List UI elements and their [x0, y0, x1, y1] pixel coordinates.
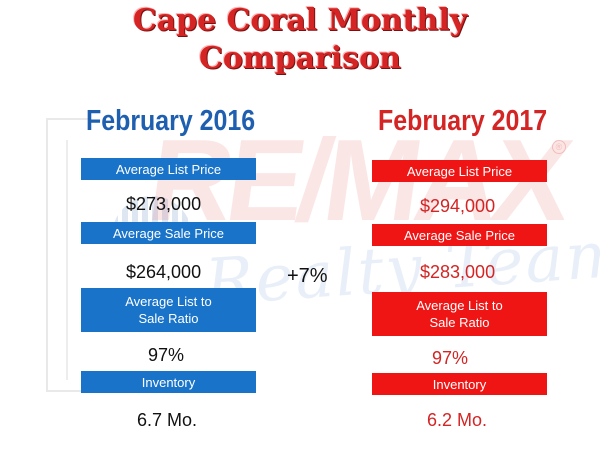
heading-february-2017: February 2017: [378, 105, 548, 137]
left-avg-sale-value: $264,000: [126, 262, 202, 282]
right-avg-list-value: $294,000: [420, 196, 496, 216]
right-ratio-label: Average List to Sale Ratio: [372, 292, 547, 336]
left-inventory-label: Inventory: [81, 371, 256, 393]
left-ratio-value: 97%: [148, 345, 185, 365]
title-line-1: Cape Coral Monthly: [132, 3, 468, 38]
right-ratio-label-line-2: Sale Ratio: [429, 315, 490, 330]
left-ratio-label: Average List to Sale Ratio: [81, 288, 256, 332]
right-ratio-value: 97%: [432, 348, 469, 368]
change-percent: +7%: [287, 265, 328, 287]
right-avg-list-label: Average List Price: [372, 160, 547, 182]
title-line-2: Comparison: [199, 41, 401, 76]
heading-february-2016: February 2016: [86, 105, 256, 137]
left-inventory-value: 6.7 Mo.: [137, 410, 198, 430]
left-avg-list-label: Average List Price: [81, 158, 256, 180]
watermark-registered-mark: ®: [552, 140, 566, 154]
right-inventory-value: 6.2 Mo.: [427, 410, 488, 430]
right-avg-sale-label: Average Sale Price: [372, 224, 547, 246]
left-ratio-label-line-1: Average List to: [125, 294, 212, 309]
right-ratio-label-line-1: Average List to: [416, 298, 503, 313]
right-inventory-label: Inventory: [372, 373, 547, 395]
left-avg-list-value: $273,000: [126, 194, 202, 214]
watermark-house-detail: [66, 140, 86, 380]
left-ratio-label-line-2: Sale Ratio: [138, 311, 199, 326]
left-avg-sale-label: Average Sale Price: [81, 222, 256, 244]
right-avg-sale-value: $283,000: [420, 262, 496, 282]
watermark-house-outline: [46, 118, 88, 392]
